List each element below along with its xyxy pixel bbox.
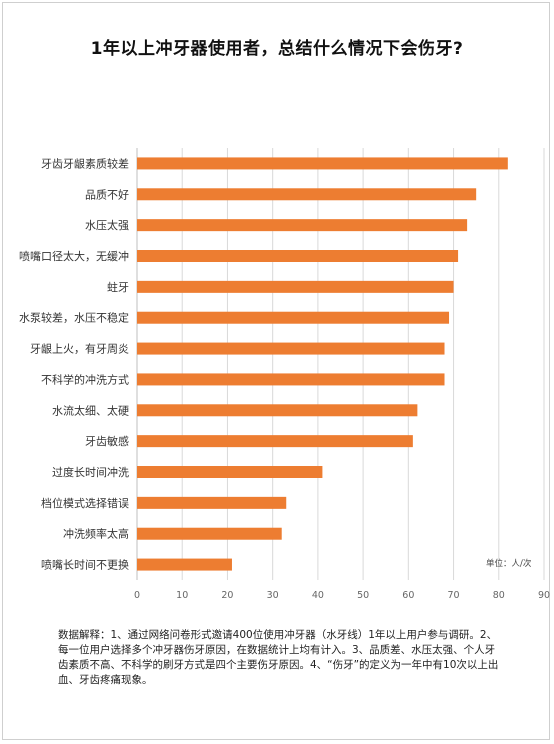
category-label: 蛀牙 [107, 281, 129, 294]
category-label: 喷嘴口径太大，无缓冲 [19, 249, 129, 263]
bar [137, 404, 418, 417]
category-label: 水泵较差，水压不稳定 [19, 311, 129, 325]
x-tick-label: 90 [538, 590, 550, 601]
bar [137, 496, 287, 509]
category-label: 水流太细、太硬 [52, 403, 129, 417]
bar [137, 373, 445, 386]
category-label: 档位模式选择错误 [41, 496, 129, 510]
data-notes: 数据解释：1、通过网络问卷形式邀请400位使用冲牙器（水牙线）1年以上用户参与调… [58, 629, 499, 686]
bar [137, 342, 445, 355]
x-tick-label: 70 [448, 590, 460, 601]
category-label: 品质不好 [85, 187, 129, 201]
chart-title: 1年以上冲牙器使用者，总结什么情况下会伤牙? [90, 39, 464, 59]
x-tick-label: 80 [493, 590, 505, 601]
bar [137, 157, 508, 170]
bar [137, 466, 323, 478]
x-tick-label: 10 [176, 590, 188, 601]
x-tick-label: 20 [221, 590, 233, 601]
bars [137, 157, 508, 571]
x-tick-label: 30 [267, 590, 279, 601]
bar [137, 558, 232, 571]
category-labels: 牙齿牙龈素质较差品质不好水压太强喷嘴口径太大，无缓冲蛀牙水泵较差，水压不稳定牙龈… [19, 156, 129, 571]
bar [137, 311, 450, 324]
category-label: 不科学的冲洗方式 [41, 372, 129, 386]
category-label: 牙龈上火，有牙周炎 [30, 342, 129, 356]
bar [137, 435, 413, 448]
x-tick-label: 60 [402, 590, 414, 601]
x-tick-label: 50 [357, 590, 369, 601]
x-tick-label: 40 [312, 590, 324, 601]
x-tick-label: 0 [134, 590, 140, 601]
bar [137, 219, 468, 232]
category-label: 过度长时间冲洗 [52, 465, 129, 479]
bar [137, 250, 459, 262]
unit-label: 单位：人/次 [486, 559, 532, 569]
category-label: 冲洗频率太高 [63, 527, 129, 541]
bar [137, 280, 454, 293]
category-label: 牙齿牙龈素质较差 [41, 156, 129, 170]
grid-lines [136, 148, 545, 580]
bar [137, 188, 477, 201]
x-tick-labels: 0 10 20 30 40 50 60 70 80 90 [134, 590, 550, 601]
bar [137, 527, 282, 540]
category-label: 牙齿敏感 [85, 434, 129, 448]
category-label: 喷嘴长时间不更换 [41, 558, 129, 572]
category-label: 水压太强 [85, 219, 129, 232]
